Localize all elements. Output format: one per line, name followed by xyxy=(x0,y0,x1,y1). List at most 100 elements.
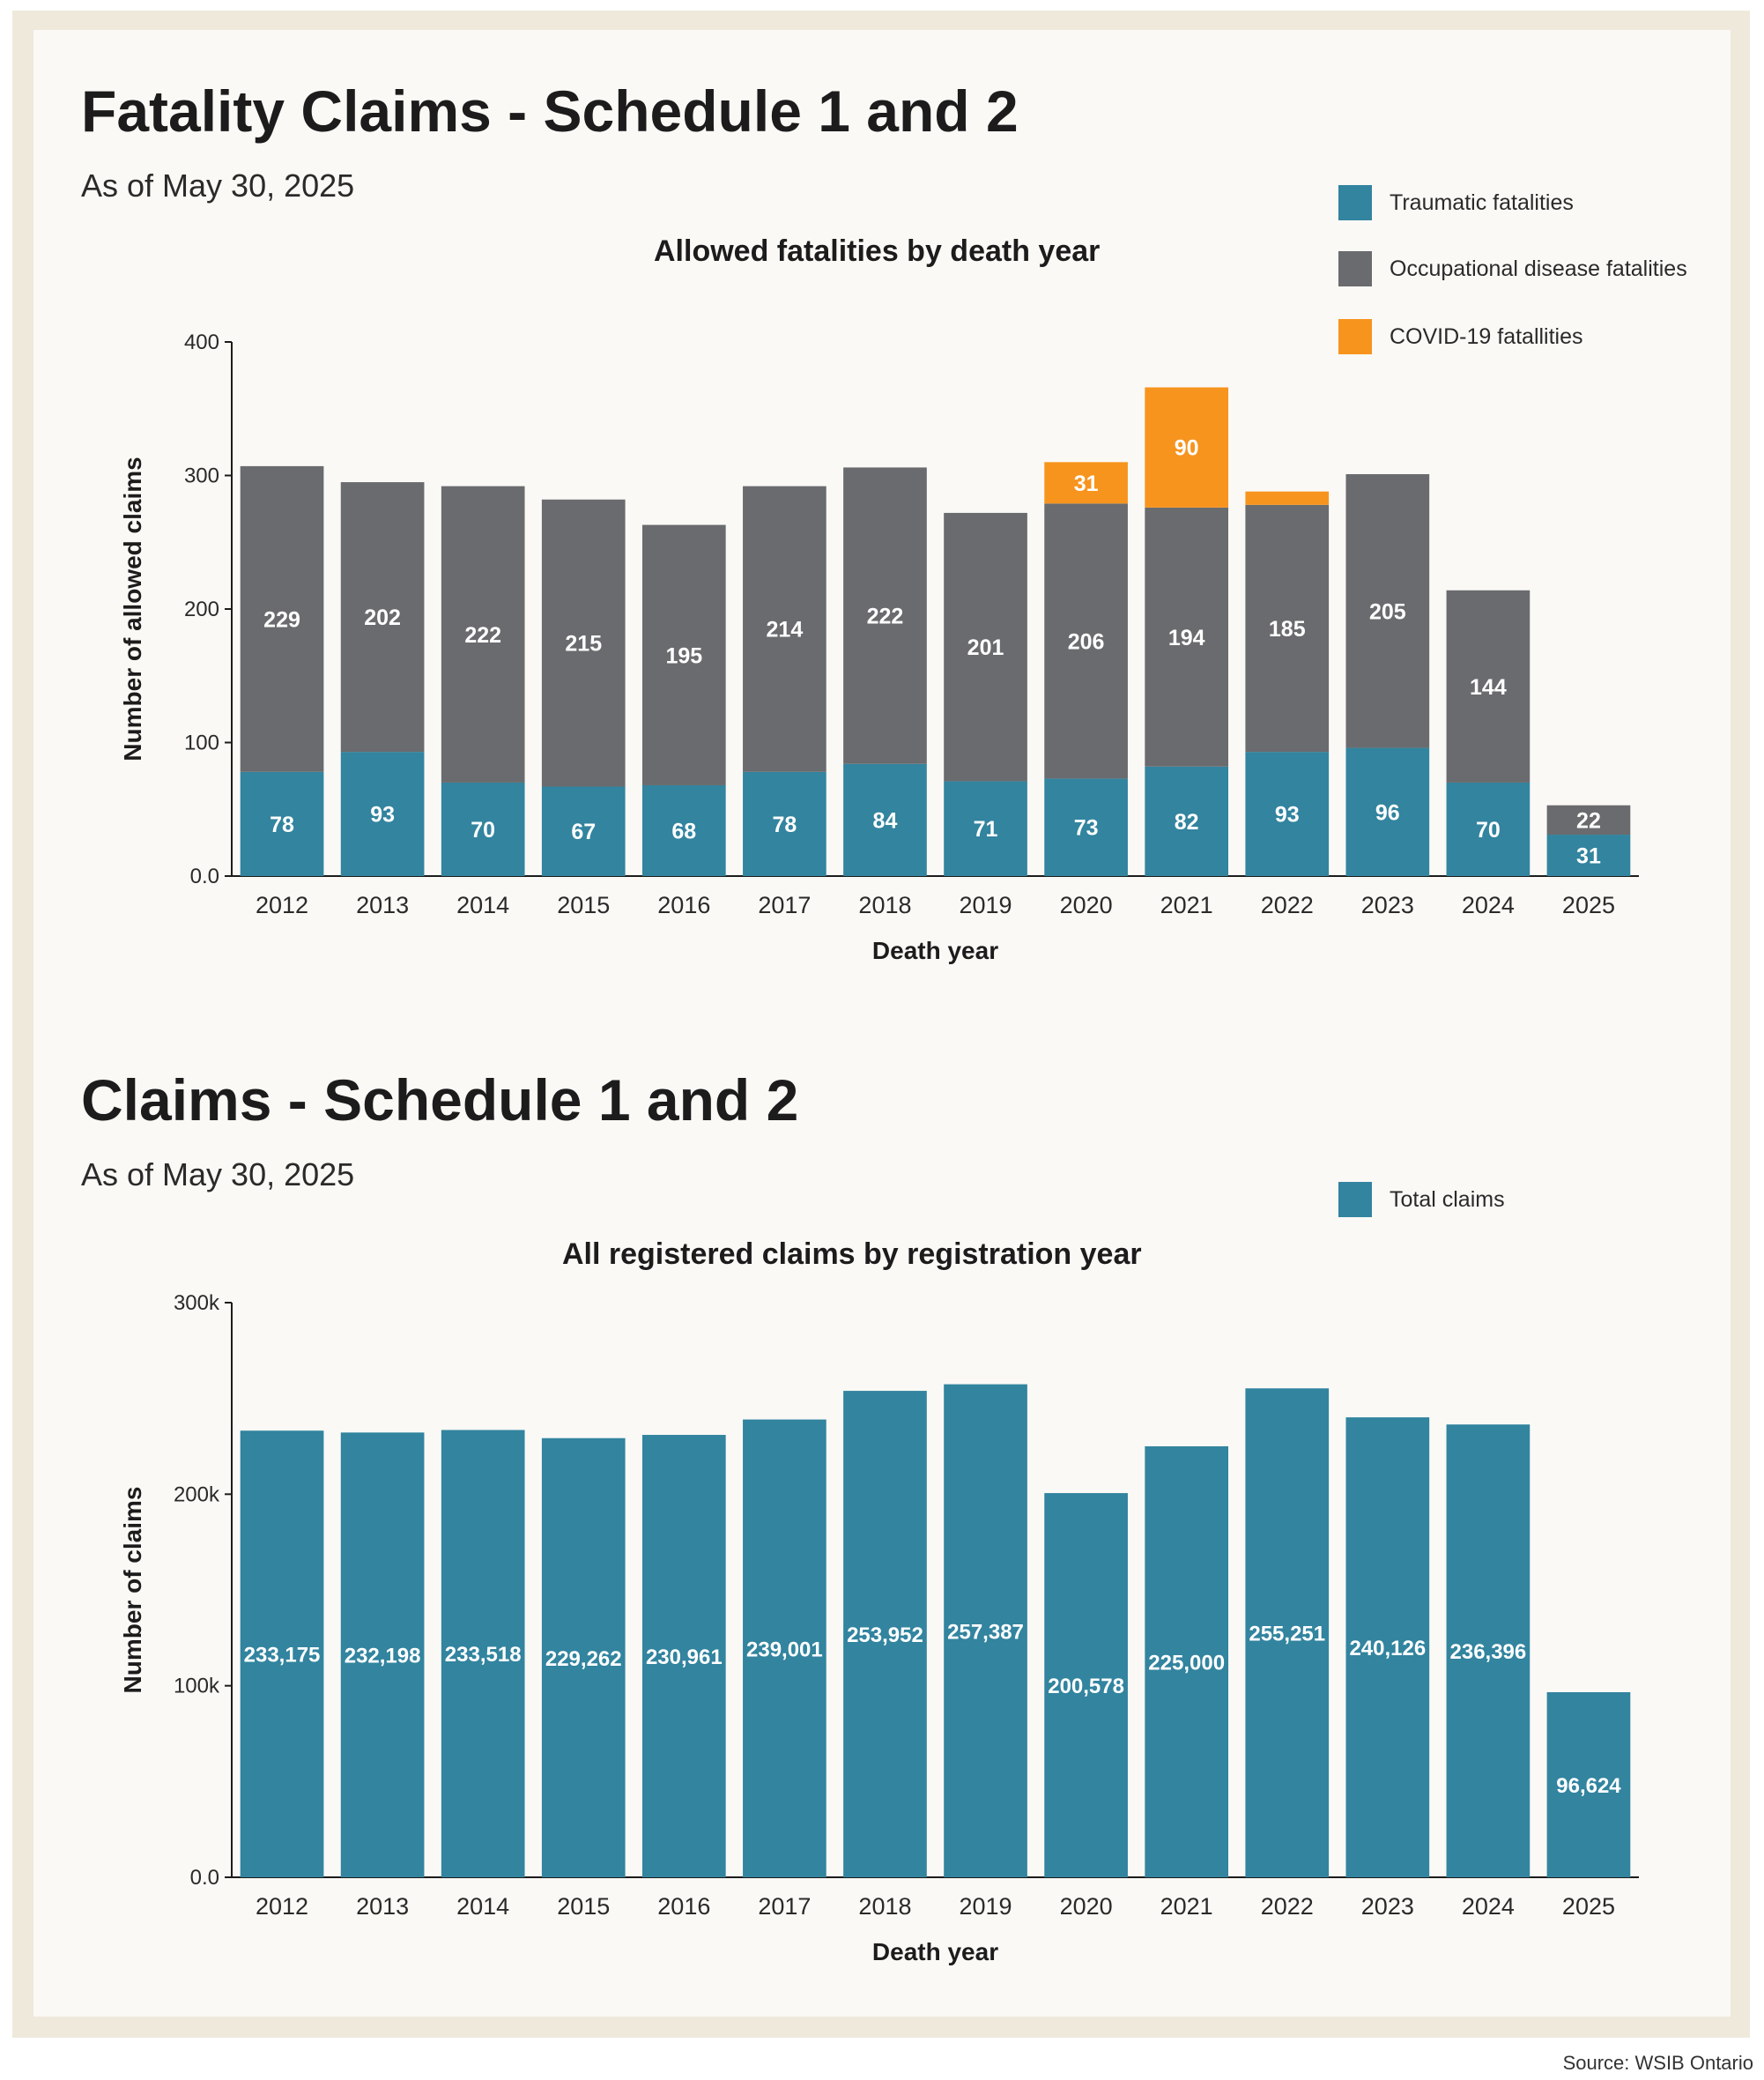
fatality-y-tick-label: 400 xyxy=(184,331,219,354)
claims-bar-2022-s0 xyxy=(1245,1388,1330,1877)
fatality-data-label: 73 xyxy=(1074,816,1099,841)
claims-y-tick-label: 300k xyxy=(174,1291,220,1315)
fatality-data-label: 195 xyxy=(665,643,702,668)
source-note: Source: WSIB Ontario xyxy=(1562,2052,1753,2074)
fatality-claims-title: Fatality Claims - Schedule 1 and 2 xyxy=(81,78,1019,144)
fatality-bar-2016-s0 xyxy=(641,784,726,876)
legend-label-occupational: Occupational disease fatalities xyxy=(1390,256,1687,281)
claims-chart-title: All registered claims by registration ye… xyxy=(562,1237,1142,1271)
claims-bar-2019-s0 xyxy=(944,1384,1027,1877)
claims-bar-2017-s0 xyxy=(743,1419,826,1877)
fatality-x-tick-label: 2013 xyxy=(356,892,409,918)
legend-label-traumatic: Traumatic fatalities xyxy=(1390,190,1574,215)
claims-data-label: 229,262 xyxy=(545,1647,622,1671)
fatality-data-label: 206 xyxy=(1068,629,1105,654)
claims-bar-2018-s0 xyxy=(843,1391,927,1877)
claims-data-label: 230,961 xyxy=(646,1645,723,1669)
claims-bar-2020-s0 xyxy=(1044,1493,1128,1877)
fatality-bar-2021-s1 xyxy=(1145,507,1229,767)
fatality-data-label: 93 xyxy=(1275,803,1300,828)
legend-label-covid: COVID-19 fatallities xyxy=(1390,324,1583,349)
claims-x-tick-label: 2018 xyxy=(858,1893,911,1920)
fatality-x-tick-label: 2018 xyxy=(858,892,911,918)
fatality-chart-title: Allowed fatalities by death year xyxy=(654,234,1101,268)
fatality-data-label: 201 xyxy=(967,635,1004,660)
fatality-data-label: 67 xyxy=(571,820,596,844)
claims-y-axis-title: Number of claims xyxy=(119,1487,146,1694)
fatality-data-label: 70 xyxy=(471,818,495,843)
claims-y-tick-label: 200k xyxy=(174,1482,220,1506)
fatality-bar-2020-s2 xyxy=(1044,462,1128,504)
fatality-bar-2014-s1 xyxy=(441,486,525,783)
claims-data-label: 225,000 xyxy=(1148,1652,1225,1675)
fatality-bar-2022-s1 xyxy=(1245,504,1330,753)
fatality-bar-2016-s1 xyxy=(641,524,726,785)
claims-bar-2016-s0 xyxy=(641,1435,726,1877)
fatality-data-label: 205 xyxy=(1369,599,1406,624)
fatality-x-tick-label: 2016 xyxy=(657,892,710,918)
claims-bar-2023-s0 xyxy=(1345,1417,1430,1877)
fatality-data-label: 71 xyxy=(974,817,998,842)
fatality-data-label: 144 xyxy=(1470,675,1507,700)
fatality-data-label: 222 xyxy=(464,623,501,648)
claims-x-tick-label: 2019 xyxy=(959,1893,1012,1920)
claims-data-label: 236,396 xyxy=(1450,1640,1527,1664)
fatality-x-tick-label: 2015 xyxy=(557,892,610,918)
claims-x-tick-label: 2024 xyxy=(1462,1893,1515,1920)
fatality-data-label: 214 xyxy=(767,618,804,643)
fatality-bar-2020-s1 xyxy=(1044,503,1128,779)
legend-swatch-total-claims xyxy=(1338,1182,1372,1217)
claims-bar-2024-s0 xyxy=(1446,1424,1531,1877)
claims-x-tick-label: 2014 xyxy=(456,1893,509,1920)
fatality-bar-2023-s0 xyxy=(1345,747,1430,876)
fatality-y-tick-label: 100 xyxy=(184,732,219,755)
fatality-bar-2015-s1 xyxy=(541,499,626,787)
fatality-y-tick-label: 200 xyxy=(184,598,219,621)
legend-swatch-covid xyxy=(1338,319,1372,354)
fatality-bar-2021-s0 xyxy=(1145,766,1229,876)
fatality-bar-chart: 0.0 100 200 300 400 78 229 2012 93 202 2013 70 222 20… xyxy=(119,331,1639,964)
fatality-bar-2018-s0 xyxy=(843,763,927,876)
fatality-data-label: 31 xyxy=(1074,472,1099,496)
claims-data-label: 233,518 xyxy=(445,1643,522,1667)
claims-subtitle: As of May 30, 2025 xyxy=(81,1156,355,1192)
claims-bar-2013-s0 xyxy=(340,1432,425,1877)
fatality-bar-2020-s0 xyxy=(1044,778,1128,876)
fatality-data-label: 78 xyxy=(270,813,294,837)
fatality-x-tick-label: 2014 xyxy=(456,892,509,918)
fatality-data-label: 194 xyxy=(1168,626,1205,650)
fatality-x-tick-label: 2022 xyxy=(1261,892,1314,918)
claims-data-label: 257,387 xyxy=(947,1620,1024,1644)
fatality-x-tick-label: 2019 xyxy=(959,892,1012,918)
fatality-data-label: 68 xyxy=(671,819,696,843)
claims-x-tick-label: 2021 xyxy=(1160,1893,1213,1920)
claims-y-tick-label: 100k xyxy=(174,1675,220,1698)
legend-swatch-occupational xyxy=(1338,251,1372,286)
claims-x-tick-label: 2016 xyxy=(657,1893,710,1920)
claims-data-label: 239,001 xyxy=(746,1638,823,1661)
claims-bar-chart: 0.0 100k 200k 300k 233,175 2012 232,198 2013 233… xyxy=(119,1291,1639,1965)
fatality-data-label: 185 xyxy=(1269,617,1306,642)
fatality-data-label: 22 xyxy=(1576,808,1601,833)
claims-bar-2025-s0 xyxy=(1546,1692,1631,1877)
claims-data-label: 233,175 xyxy=(244,1644,321,1668)
fatality-y-axis-title: Number of allowed claims xyxy=(119,457,146,761)
fatality-x-tick-label: 2021 xyxy=(1160,892,1213,918)
claims-x-tick-label: 2020 xyxy=(1060,1893,1113,1920)
fatality-bar-2013-s0 xyxy=(340,752,425,876)
claims-data-label: 232,198 xyxy=(345,1645,421,1668)
claims-x-tick-label: 2023 xyxy=(1361,1893,1414,1920)
fatality-y-tick-label: 0.0 xyxy=(190,865,219,888)
fatality-bar-2012-s1 xyxy=(240,465,324,772)
claims-bar-2014-s0 xyxy=(441,1430,525,1877)
claims-x-tick-label: 2012 xyxy=(256,1893,308,1920)
fatality-bar-2014-s0 xyxy=(441,782,525,876)
fatality-bar-2023-s1 xyxy=(1345,473,1430,748)
fatality-x-tick-label: 2024 xyxy=(1462,892,1515,918)
claims-data-label: 253,952 xyxy=(847,1623,923,1647)
fatality-bar-2021-s2 xyxy=(1145,387,1229,508)
claims-x-tick-label: 2017 xyxy=(758,1893,811,1920)
claims-x-axis-title: Death year xyxy=(872,1938,998,1965)
fatality-bar-2024-s1 xyxy=(1446,590,1531,783)
fatality-data-label: 84 xyxy=(873,808,898,833)
